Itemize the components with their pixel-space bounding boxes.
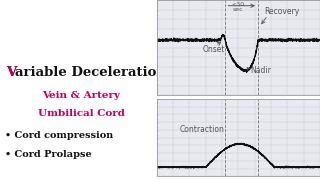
Text: • Cord Prolapse: • Cord Prolapse — [5, 150, 92, 159]
Text: Onset: Onset — [203, 45, 225, 54]
Text: V: V — [6, 66, 17, 78]
Text: Recovery: Recovery — [265, 7, 300, 16]
Text: • Cord compression: • Cord compression — [5, 130, 113, 140]
Text: <30
sec: <30 sec — [232, 2, 245, 12]
Text: Contraction: Contraction — [180, 125, 225, 134]
Text: Nadir: Nadir — [250, 66, 271, 75]
Text: Variable Deceleration: Variable Deceleration — [6, 66, 166, 78]
Text: Umbilical Cord: Umbilical Cord — [38, 109, 125, 118]
Text: Vein & Artery: Vein & Artery — [43, 91, 121, 100]
